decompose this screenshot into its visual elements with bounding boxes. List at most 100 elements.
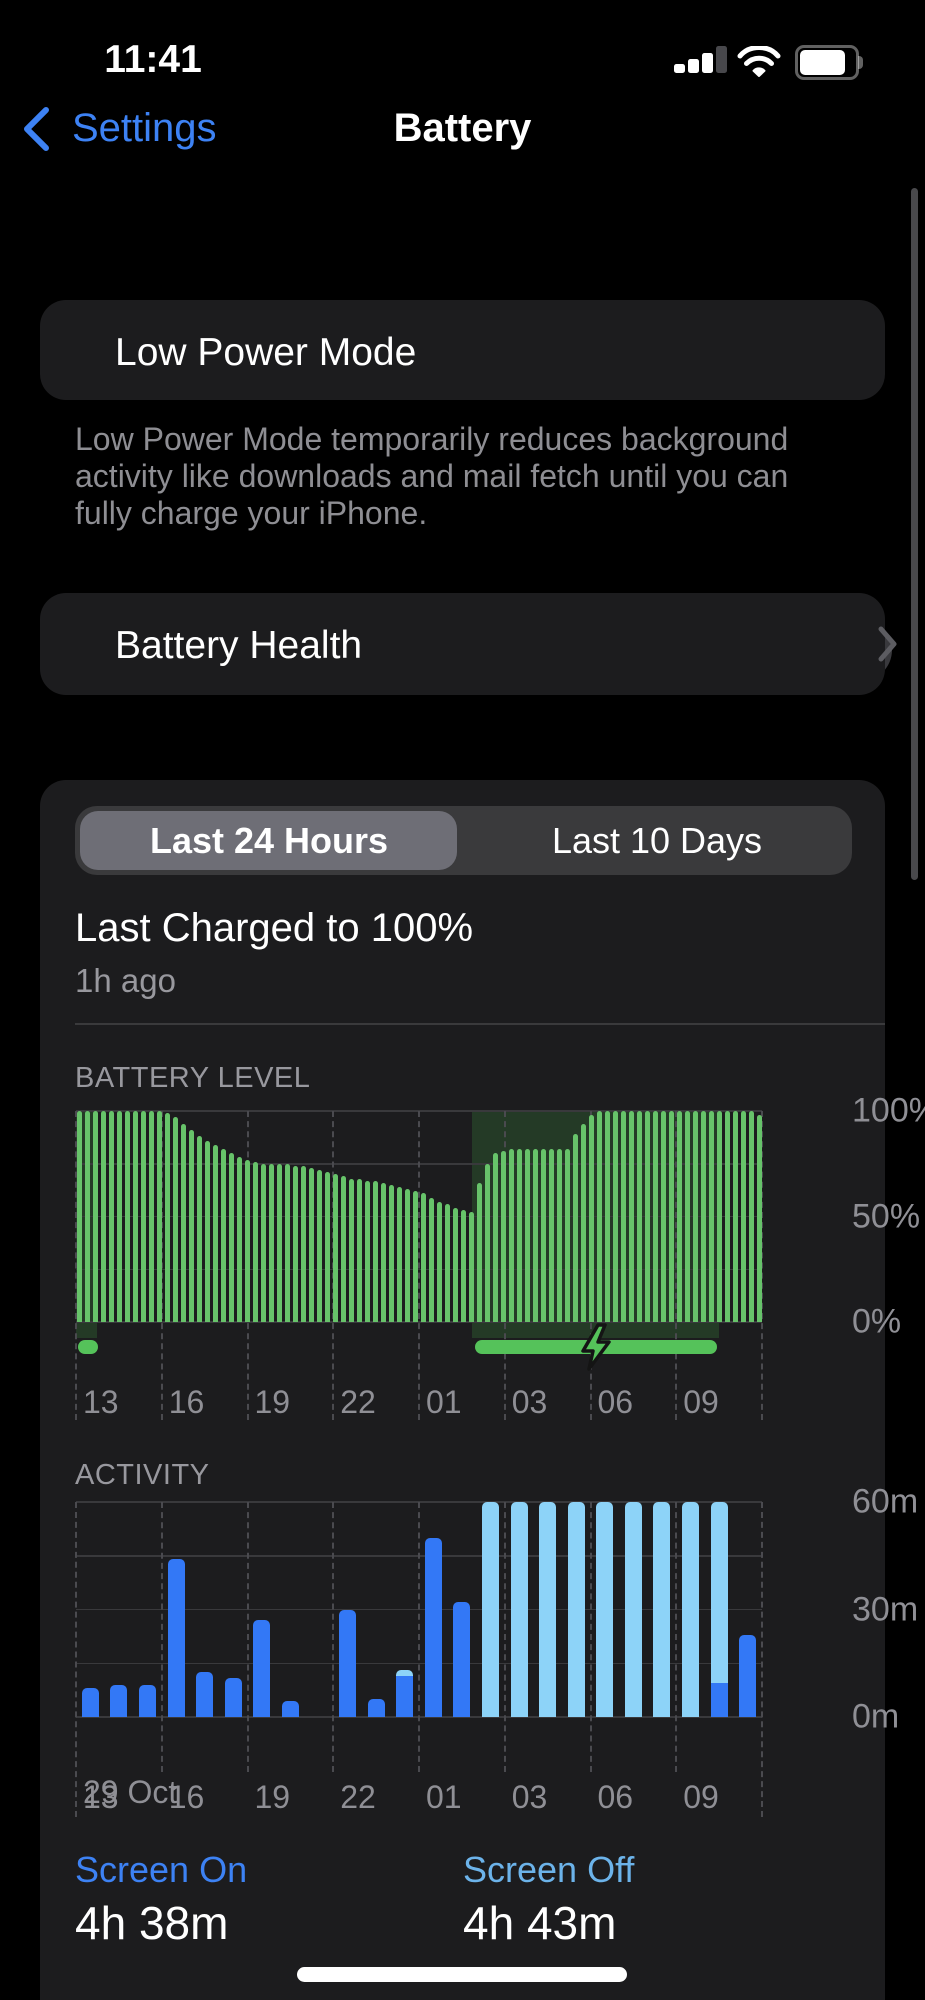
screen-on-bar [167, 1559, 185, 1717]
segment-selected-background [80, 811, 457, 870]
battery-level-bar [748, 1111, 754, 1322]
battery-level-bar [300, 1165, 306, 1322]
screen-off-bar [624, 1502, 642, 1717]
battery-level-bar [212, 1144, 218, 1322]
tab-last-10-days[interactable]: Last 10 Days [551, 820, 763, 861]
screen-on-bar [196, 1672, 214, 1717]
battery-level-bar [740, 1111, 746, 1322]
last-charged-subtitle: 1h ago [75, 962, 176, 999]
battery-level-bar [476, 1182, 482, 1322]
battery-level-bar [412, 1191, 418, 1322]
screen-on-bar [253, 1620, 271, 1717]
battery-level-bar [700, 1111, 706, 1322]
battery-level-bar [132, 1111, 138, 1322]
gridline-v [589, 1502, 592, 1772]
screen-on-bar [110, 1684, 128, 1717]
signal-bar [716, 46, 727, 73]
screen-off-value: 4h 43m [463, 1897, 617, 1949]
x-axis-label: 13 [83, 1384, 119, 1420]
battery-level-bar [404, 1189, 410, 1322]
screen-off-bar [567, 1502, 585, 1717]
screen-off-bar [396, 1670, 414, 1676]
gridline-v [160, 1502, 163, 1772]
back-chevron-icon[interactable] [22, 107, 50, 151]
battery-level-bar [356, 1178, 362, 1322]
battery-level-bar [628, 1111, 634, 1322]
gridline-v [503, 1502, 506, 1772]
chevron-right-icon [878, 626, 897, 662]
screen-on-bar [424, 1537, 442, 1717]
battery-level-bar [644, 1111, 650, 1322]
footer-line: Low Power Mode temporarily reduces backg… [75, 421, 789, 457]
battery-level-bar [612, 1111, 618, 1322]
battery-level-bar [108, 1111, 114, 1322]
screen-on-bar [367, 1699, 385, 1717]
y-axis-label: 100% [852, 1091, 925, 1130]
x-axis-label: 22 [340, 1384, 376, 1420]
battery-level-bar [196, 1136, 202, 1322]
battery-health-label: Battery Health [115, 624, 363, 667]
battery-level-bar [596, 1111, 602, 1322]
battery-level-bar [388, 1184, 394, 1322]
battery-level-bar [172, 1117, 178, 1322]
battery-level-bar [380, 1182, 386, 1322]
battery-level-chart: 100% 50% 0% 13 16 19 22 01 03 06 09 [75, 1092, 925, 1420]
battery-level-bar [364, 1180, 370, 1322]
low-power-mode-label: Low Power Mode [115, 331, 417, 374]
tab-last-24-hours[interactable]: Last 24 Hours [149, 820, 389, 861]
signal-bar [688, 59, 699, 73]
battery-level-bar [164, 1113, 170, 1322]
screen-off-label: Screen Off [463, 1849, 635, 1890]
battery-level-bar [420, 1193, 426, 1322]
x-axis-label: 06 [597, 1779, 634, 1815]
screen-on-bar [339, 1609, 357, 1717]
battery-level-bar [716, 1111, 722, 1322]
battery-level-bar [756, 1115, 762, 1322]
battery-level-bar [708, 1111, 714, 1322]
battery-level-bar [124, 1111, 130, 1322]
x-axis-label: 19 [254, 1779, 291, 1815]
charging-bolt-icon [581, 1323, 611, 1371]
battery-level-bar [524, 1148, 530, 1322]
scrollbar[interactable] [911, 188, 918, 880]
home-indicator[interactable] [297, 1967, 627, 1982]
battery-level-bar [276, 1163, 282, 1322]
battery-level-bar [676, 1111, 682, 1322]
battery-level-bar [684, 1111, 690, 1322]
battery-level-bar [308, 1167, 314, 1322]
screen-off-bar [481, 1502, 499, 1717]
date-label: 29 Oct [83, 1774, 178, 1810]
footer-line: fully charge your iPhone. [75, 495, 428, 531]
y-axis-label: 0m [852, 1697, 900, 1736]
battery-level-bar [316, 1170, 322, 1322]
battery-level-bar [84, 1111, 90, 1322]
battery-level-bar [348, 1178, 354, 1322]
x-axis-label: 09 [683, 1384, 719, 1420]
screen-on-bar [396, 1675, 414, 1717]
screen-on-bar [739, 1634, 757, 1717]
screen-on-value: 4h 38m [75, 1897, 229, 1949]
signal-bar [674, 64, 685, 73]
battery-level-bar [284, 1163, 290, 1322]
battery-level-bar [484, 1163, 490, 1322]
battery-level-bar [148, 1111, 154, 1322]
screen-off-bar [682, 1502, 700, 1717]
battery-level-bar [292, 1165, 298, 1322]
screen-on-bar [281, 1700, 299, 1717]
page-title: Battery [393, 106, 532, 150]
gridline-v [332, 1502, 335, 1772]
back-button[interactable]: Settings [72, 106, 217, 150]
screen-on-bar [224, 1677, 242, 1717]
time-range-segmented-control: Last 24 Hours Last 10 Days [75, 806, 852, 875]
x-axis-label: 03 [511, 1384, 548, 1420]
screen-on-label: Screen On [75, 1849, 248, 1890]
battery-health-row[interactable]: Battery Health [40, 593, 897, 695]
battery-level-bar [228, 1153, 234, 1322]
battery-level-bar [236, 1157, 242, 1322]
screen-on-bar [710, 1682, 728, 1717]
y-axis-label: 0% [852, 1302, 902, 1341]
battery-level-bar [452, 1208, 458, 1322]
battery-level-bar [468, 1212, 474, 1322]
battery-level-bar [508, 1148, 514, 1322]
gridline-v [75, 1111, 77, 1420]
